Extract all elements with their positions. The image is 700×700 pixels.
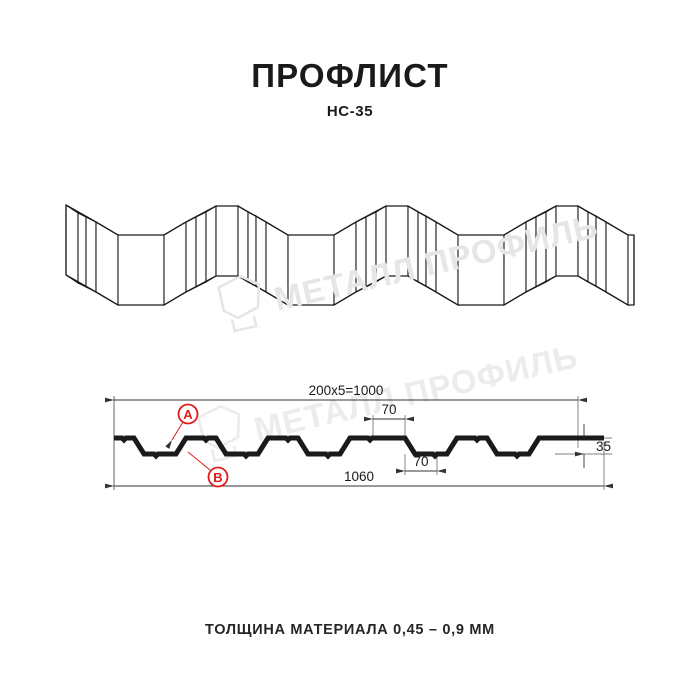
profile-cross-section-path [114, 435, 604, 460]
isometric-profile-view [60, 175, 640, 315]
page-title: ПРОФЛИСТ [251, 57, 449, 94]
dimension-label-height: 35 [596, 439, 611, 454]
dimension-label-overall-width: 1060 [344, 469, 374, 484]
dimension-label-top-flange: 70 [381, 402, 396, 417]
material-thickness-note: ТОЛЩИНА МАТЕРИАЛА 0,45 – 0,9 ММ [205, 622, 495, 638]
callout-marker-a: A [165, 403, 199, 449]
dimension-label-pitch: 200x5=1000 [309, 383, 384, 398]
callout-marker-b: B [187, 451, 229, 488]
cross-section-drawing: 200x5=1000 1060 70 70 35 A [100, 370, 620, 515]
callout-label-a: A [183, 407, 193, 422]
callout-label-b: B [213, 470, 222, 485]
model-designation: НС-35 [326, 103, 374, 120]
dimension-label-bottom-flange: 70 [413, 454, 428, 469]
